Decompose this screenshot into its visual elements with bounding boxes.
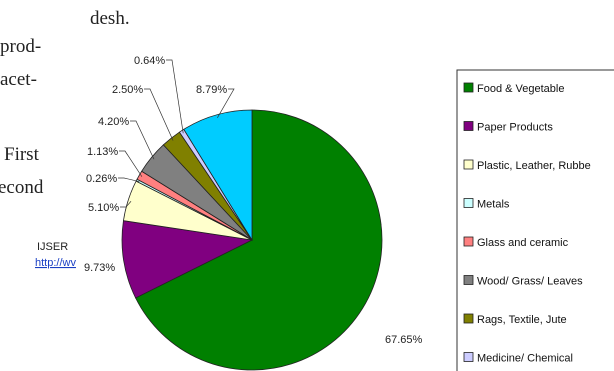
data-label: 4.20%	[98, 116, 129, 128]
legend-label: Wood/ Grass/ Leaves	[477, 276, 583, 288]
heading-fragment: desh.	[90, 8, 130, 29]
pie-slice	[183, 109, 253, 242]
data-label: 9.73%	[84, 262, 115, 274]
legend-swatch	[463, 313, 474, 324]
legend-swatch	[463, 236, 474, 247]
data-label: 5.10%	[88, 202, 119, 214]
legend-label: Plastic, Leather, Rubbe	[477, 160, 591, 172]
legend-label: Metals	[477, 199, 510, 211]
legend-label: Rags, Textile, Jute	[477, 314, 567, 326]
leader-line	[144, 88, 174, 141]
data-label: 8.79%	[196, 84, 227, 96]
pie-slice	[121, 220, 254, 299]
legend-label: Glass and ceramic	[477, 237, 569, 249]
leader-line	[166, 59, 184, 134]
legend-swatch	[463, 275, 474, 285]
data-label: 67.65%	[385, 334, 423, 346]
data-label: 0.26%	[86, 173, 117, 185]
leader-line	[130, 120, 155, 160]
legend-label: Food & Vegetable	[477, 83, 564, 95]
legend-label: Paper Products	[477, 122, 553, 134]
legend-swatch	[463, 198, 474, 208]
leader-line	[119, 150, 143, 177]
data-label: 0.64%	[134, 55, 165, 67]
legend-swatch	[463, 352, 474, 362]
legend-swatch	[463, 121, 474, 131]
pie-slice	[135, 109, 383, 371]
journal-link[interactable]: http://wv	[35, 257, 76, 269]
journal-name: IJSER	[37, 241, 68, 253]
leader-line	[217, 88, 235, 118]
legend-swatch	[463, 82, 474, 93]
text-fragment: acet-	[0, 69, 37, 90]
legend-swatch	[463, 159, 474, 170]
data-label: 2.50%	[112, 84, 143, 96]
text-fragment: First	[4, 144, 40, 165]
text-fragment: econd	[0, 177, 44, 198]
text-fragment: prod-	[0, 36, 41, 57]
leader-line	[120, 201, 132, 208]
legend-box	[456, 69, 614, 371]
leader-line	[118, 177, 140, 182]
legend-label: Medicine/ Chemical	[477, 353, 573, 365]
data-label: 1.13%	[87, 146, 118, 158]
